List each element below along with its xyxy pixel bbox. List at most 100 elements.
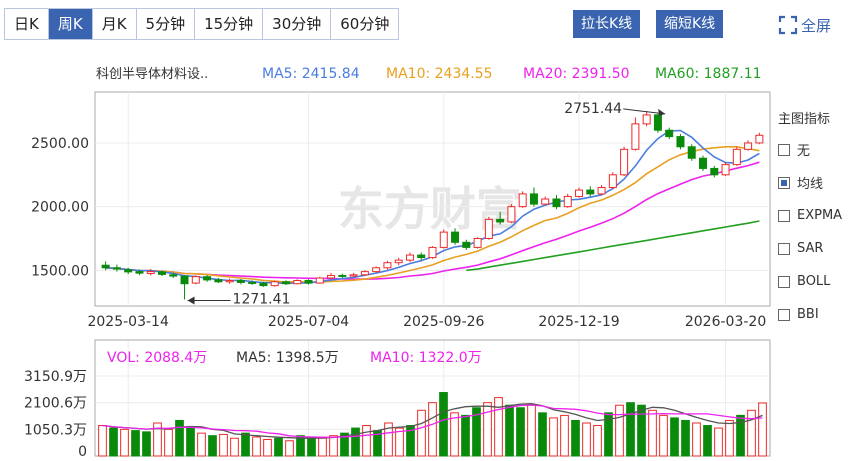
volume-bar (637, 404, 646, 457)
candle-body (484, 218, 493, 239)
candle-body (405, 254, 414, 261)
volume-bar (98, 425, 107, 457)
candle-body (699, 157, 708, 169)
candle-body (451, 231, 460, 243)
indicator-option-5[interactable]: BBI (778, 306, 864, 323)
volume-bar (384, 422, 393, 457)
indicator-checkbox[interactable] (778, 242, 790, 255)
tab-2[interactable]: 月K (92, 9, 137, 39)
volume-bar (318, 437, 327, 457)
indicator-checkbox[interactable] (778, 275, 790, 288)
volume-bar (703, 425, 712, 457)
volume-bar (252, 436, 261, 457)
volume-bar (428, 402, 437, 457)
candle-body (642, 114, 651, 125)
volume-bar (395, 427, 404, 457)
volume-bar (714, 427, 723, 457)
candle-body (169, 274, 178, 277)
indicator-option-3[interactable]: SAR (778, 240, 864, 257)
candle-body (191, 276, 200, 284)
volume-bar (582, 422, 591, 457)
candle-body (338, 274, 347, 277)
volume-bar (692, 422, 701, 457)
volume-bar (538, 412, 547, 457)
candle-body (146, 271, 155, 275)
candle-body (270, 281, 279, 287)
volume-bar (164, 428, 173, 457)
price-tick-label: 2500.00 (31, 136, 89, 152)
tab-3[interactable]: 5分钟 (136, 9, 196, 39)
volume-bar (351, 427, 360, 457)
price-tick-label: 2000.00 (31, 200, 89, 216)
indicator-label: SAR (797, 241, 824, 256)
volume-bar (505, 404, 514, 457)
candle-body (473, 237, 482, 248)
volume-bar (571, 419, 580, 457)
candle-body (744, 142, 753, 150)
volume-bar (560, 414, 569, 457)
candle-body (225, 280, 234, 283)
volume-bar (197, 432, 206, 457)
tab-6[interactable]: 60分钟 (331, 9, 399, 39)
candle-body (710, 167, 719, 176)
date-tick-label: 2025-09-26 (403, 314, 484, 330)
volume-bar (604, 412, 613, 457)
volume-tick-label: 3150.9万 (24, 369, 87, 385)
indicator-option-2[interactable]: EXPMA (778, 207, 864, 224)
candle-body (383, 262, 392, 269)
candle-body (281, 281, 290, 285)
volume-bar (725, 419, 734, 457)
watermark: 东方财富 (338, 182, 522, 236)
volume-bar (593, 425, 602, 457)
zoom-out-button[interactable]: 缩短K线 (656, 10, 724, 38)
volume-bar (175, 419, 184, 457)
candle-body (575, 189, 584, 197)
candle-body (608, 174, 617, 189)
indicator-checkbox[interactable] (778, 176, 790, 189)
tab-0[interactable]: 日K (5, 9, 49, 39)
volume-ma10-line (102, 404, 763, 438)
tab-5[interactable]: 30分钟 (263, 9, 332, 39)
date-tick-label: 2026-03-20 (685, 314, 766, 330)
legend-ma20: MA20: 2391.50 (523, 66, 630, 82)
fullscreen-button[interactable]: 全屏 (778, 12, 831, 38)
candle-body (496, 218, 505, 223)
candle-body (518, 193, 527, 208)
candle-body (665, 129, 674, 138)
volume-bar (516, 407, 525, 457)
indicator-checkbox[interactable] (778, 308, 790, 321)
candle-body (293, 280, 302, 285)
tab-1[interactable]: 周K (48, 9, 93, 39)
volume-bar (417, 409, 426, 457)
volume-bar (626, 402, 635, 457)
candle-body (529, 193, 538, 205)
candle-body (304, 280, 313, 284)
candle-body (687, 146, 696, 159)
indicator-label: BBI (797, 307, 819, 322)
indicator-checkbox[interactable] (778, 143, 790, 156)
indicator-option-4[interactable]: BOLL (778, 273, 864, 290)
candle-body (507, 206, 516, 223)
legend-ma10: MA10: 2434.55 (386, 66, 493, 82)
candle-body (157, 271, 166, 275)
high-arrow (623, 108, 666, 115)
period-tabs: 日K 周K 月K 5分钟 15分钟 30分钟 60分钟 (4, 8, 400, 40)
candle-body (417, 254, 426, 259)
indicator-option-1[interactable]: 均线 (778, 174, 864, 192)
candle-body (676, 136, 685, 148)
volume-bar (461, 414, 470, 457)
volume-bar (747, 409, 756, 457)
candle-body (653, 114, 662, 131)
zoom-in-button[interactable]: 拉长K线 (573, 10, 641, 38)
volume-ma5-line (102, 403, 763, 439)
volume-bar (274, 437, 283, 457)
candle-body (394, 259, 403, 264)
high-annotation: 2751.44 (564, 101, 622, 117)
tab-4[interactable]: 15分钟 (195, 9, 264, 39)
indicator-checkbox[interactable] (778, 209, 790, 222)
indicator-option-0[interactable]: 无 (778, 141, 864, 159)
candle-body (428, 246, 437, 259)
ma10-line (105, 146, 760, 284)
volume-bar (153, 422, 162, 457)
